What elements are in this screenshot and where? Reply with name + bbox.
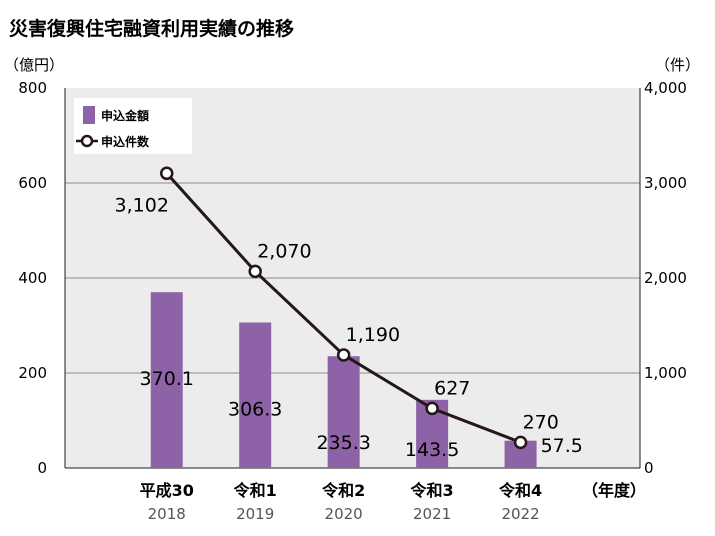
left-axis-unit: （億円） [4, 56, 64, 74]
right-tick-label: 1,000 [644, 364, 687, 382]
legend-line-label: 申込件数 [101, 134, 150, 149]
category-label: 令和1 [233, 481, 277, 500]
line-value-label: 270 [523, 411, 559, 433]
bar-value-label: 306.3 [228, 399, 282, 421]
bar [150, 292, 183, 468]
line-point [425, 401, 439, 416]
right-tick-label: 3,000 [644, 174, 687, 192]
category-label: 令和4 [498, 481, 542, 500]
category-label: 令和2 [321, 481, 365, 500]
right-tick-label: 0 [644, 459, 654, 477]
right-axis-unit: （件） [655, 56, 700, 74]
legend-line-marker [80, 134, 94, 148]
x-axis-unit: （年度） [582, 481, 646, 500]
year-label: 2021 [413, 505, 451, 523]
right-tick-label: 4,000 [644, 79, 687, 97]
left-tick-label: 800 [18, 79, 47, 97]
line-point [513, 435, 528, 450]
chart-title: 災害復興住宅融資利用実績の推移 [9, 17, 294, 40]
bar-value-label: 57.5 [541, 435, 583, 457]
line-point [159, 166, 174, 181]
right-tick-label: 2,000 [644, 269, 687, 287]
left-tick-label: 400 [18, 269, 47, 287]
category-label: 平成30 [140, 481, 194, 500]
line-value-label: 627 [434, 377, 470, 399]
legend-bar-label: 申込金額 [101, 108, 149, 123]
year-label: 2020 [325, 505, 363, 523]
bar [239, 322, 272, 468]
year-label: 2019 [236, 505, 274, 523]
line-value-label: 2,070 [257, 240, 311, 262]
left-tick-label: 0 [37, 459, 47, 477]
bar-value-label: 143.5 [405, 439, 459, 461]
line-point [336, 348, 351, 362]
bar [327, 356, 360, 468]
category-label: 令和3 [410, 481, 454, 500]
bar-value-label: 370.1 [140, 368, 194, 390]
left-tick-label: 600 [18, 174, 47, 192]
legend-bar-swatch [83, 106, 95, 124]
plot-area: 0 200 400 600 800 0 1,000 2,000 3,000 4,000 平成30 20… [18, 79, 687, 523]
line-value-label: 1,190 [346, 324, 400, 346]
bar-value-label: 235.3 [316, 432, 370, 454]
line-value-label: 3,102 [115, 194, 169, 216]
left-tick-label: 200 [18, 364, 47, 382]
year-label: 2018 [148, 505, 186, 523]
year-label: 2022 [501, 505, 539, 523]
line-point [248, 264, 262, 279]
